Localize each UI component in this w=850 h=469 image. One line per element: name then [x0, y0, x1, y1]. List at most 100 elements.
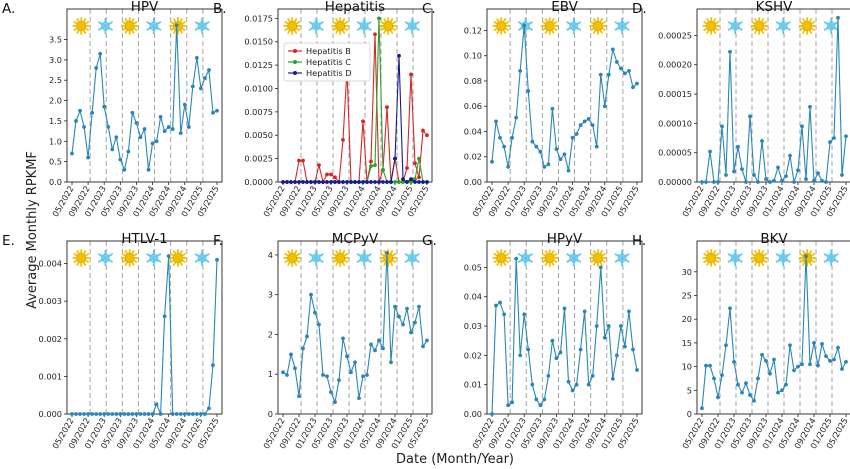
data-point	[828, 140, 832, 145]
data-point	[534, 397, 539, 402]
data-point	[301, 180, 305, 184]
snowflake-branch	[409, 20, 413, 24]
snowflake-branch	[202, 22, 208, 25]
snowflake-branch	[783, 22, 789, 25]
data-point	[820, 341, 824, 346]
snowflake-icon	[308, 17, 324, 35]
data-point	[824, 180, 828, 184]
data-point	[369, 180, 373, 184]
data-point	[514, 115, 519, 120]
y-tick-label: 0.001	[39, 371, 62, 381]
sun-icon	[379, 17, 398, 35]
snowflake-branch	[199, 20, 203, 24]
data-point	[542, 397, 547, 402]
data-point	[804, 177, 808, 181]
y-tick-label: 0.0150	[244, 37, 273, 47]
data-point	[594, 144, 599, 149]
data-point	[207, 406, 211, 411]
y-tick-label: 1	[268, 369, 273, 379]
data-point	[708, 363, 712, 368]
sun-disc	[544, 21, 555, 31]
data-point	[768, 180, 772, 184]
snowflake-branch	[785, 257, 789, 262]
data-point	[618, 324, 623, 328]
data-point	[337, 378, 341, 383]
axes-frame	[486, 240, 643, 415]
snowflake-icon	[566, 249, 582, 267]
data-point	[126, 149, 131, 154]
y-tick-label: 0.03	[464, 321, 482, 331]
data-point	[720, 124, 724, 129]
data-point	[389, 180, 393, 184]
data-point	[816, 171, 820, 176]
panel-letter: A.	[2, 1, 15, 17]
data-point	[546, 162, 551, 167]
data-point	[538, 403, 543, 408]
legend-box	[283, 42, 371, 82]
data-point	[792, 368, 796, 373]
data-point	[704, 180, 708, 184]
snowflake-branch	[407, 22, 410, 27]
y-tick-label: 0.00010	[658, 118, 692, 128]
data-point	[618, 66, 623, 71]
snowflake-branch	[617, 254, 620, 259]
data-point	[126, 412, 131, 416]
data-point	[704, 363, 708, 368]
data-point	[530, 382, 535, 387]
snowflake-branch	[412, 22, 418, 25]
data-point	[70, 151, 74, 156]
data-point	[110, 147, 115, 152]
y-tick-label: 0.00005	[658, 148, 692, 158]
data-point	[518, 68, 523, 73]
snowflake-branch	[316, 22, 322, 25]
data-point	[417, 175, 421, 180]
data-point	[369, 164, 373, 169]
data-point	[102, 412, 107, 416]
data-point	[313, 310, 317, 315]
data-point	[98, 412, 103, 416]
data-point	[301, 346, 305, 351]
data-point	[325, 374, 329, 379]
data-point	[309, 180, 313, 184]
data-point	[784, 382, 788, 387]
data-point	[389, 360, 393, 365]
y-tick-label: 0.00025	[658, 30, 692, 40]
snowflake-icon	[823, 249, 839, 267]
sun-icon	[702, 249, 721, 267]
y-tick-label: 0.5	[49, 157, 62, 167]
y-tick-label: 0.04	[464, 292, 482, 302]
data-point	[321, 373, 325, 377]
data-point	[174, 412, 179, 416]
data-point	[736, 144, 740, 149]
data-point	[776, 165, 780, 170]
y-tick-label: 0	[687, 409, 692, 419]
data-point	[748, 393, 752, 397]
sun-disc	[706, 21, 717, 31]
data-point	[178, 412, 183, 416]
data-point	[421, 344, 425, 349]
sun-icon	[492, 249, 511, 267]
data-point	[586, 382, 591, 387]
sun-icon	[169, 17, 187, 35]
snowflake-branch	[730, 27, 735, 30]
snowflake-branch	[316, 254, 322, 257]
data-point	[772, 178, 776, 183]
panel-kshv: 0.00000 0.00005 0.00010 0.00015 0.00020 0.000…	[632, 0, 850, 218]
data-point	[812, 178, 816, 183]
data-point	[110, 412, 115, 416]
data-point	[130, 110, 135, 115]
data-point	[844, 134, 848, 139]
snowflake-branch	[100, 254, 103, 259]
data-point	[373, 180, 377, 184]
sun-icon	[169, 249, 187, 267]
snowflake-branch	[619, 20, 623, 24]
snowflake-branch	[617, 22, 620, 27]
data-point	[289, 352, 293, 357]
data-point	[211, 110, 215, 115]
data-point	[78, 412, 82, 416]
data-point	[748, 114, 752, 119]
data-point	[562, 152, 567, 157]
data-point	[627, 68, 631, 73]
data-point	[522, 312, 527, 317]
sun-icon	[540, 249, 559, 267]
